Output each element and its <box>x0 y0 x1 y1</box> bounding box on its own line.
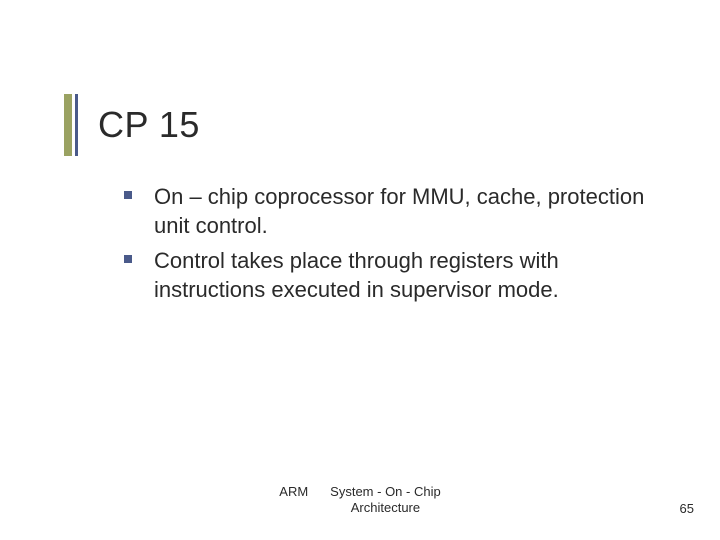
bullet-text: On – chip coprocessor for MMU, cache, pr… <box>154 182 656 240</box>
bullet-text: Control takes place through registers wi… <box>154 246 656 304</box>
slide: CP 15 On – chip coprocessor for MMU, cac… <box>0 0 720 540</box>
accent-bar-thin <box>75 94 78 156</box>
title-block: CP 15 <box>64 94 200 156</box>
list-item: On – chip coprocessor for MMU, cache, pr… <box>124 182 656 240</box>
footer-inner: ARM System - On - Chip Architecture <box>279 484 440 517</box>
square-bullet-icon <box>124 255 132 263</box>
accent-bar-thick <box>64 94 72 156</box>
square-bullet-icon <box>124 191 132 199</box>
list-item: Control takes place through registers wi… <box>124 246 656 304</box>
footer-right-line2: Architecture <box>330 500 441 516</box>
page-number: 65 <box>680 501 694 516</box>
footer-right-line1: System - On - Chip <box>330 484 441 500</box>
slide-title: CP 15 <box>98 104 200 146</box>
footer-right: System - On - Chip Architecture <box>330 484 441 517</box>
footer-left: ARM <box>279 484 308 499</box>
bullet-list: On – chip coprocessor for MMU, cache, pr… <box>124 182 656 310</box>
footer: ARM System - On - Chip Architecture <box>0 484 720 517</box>
